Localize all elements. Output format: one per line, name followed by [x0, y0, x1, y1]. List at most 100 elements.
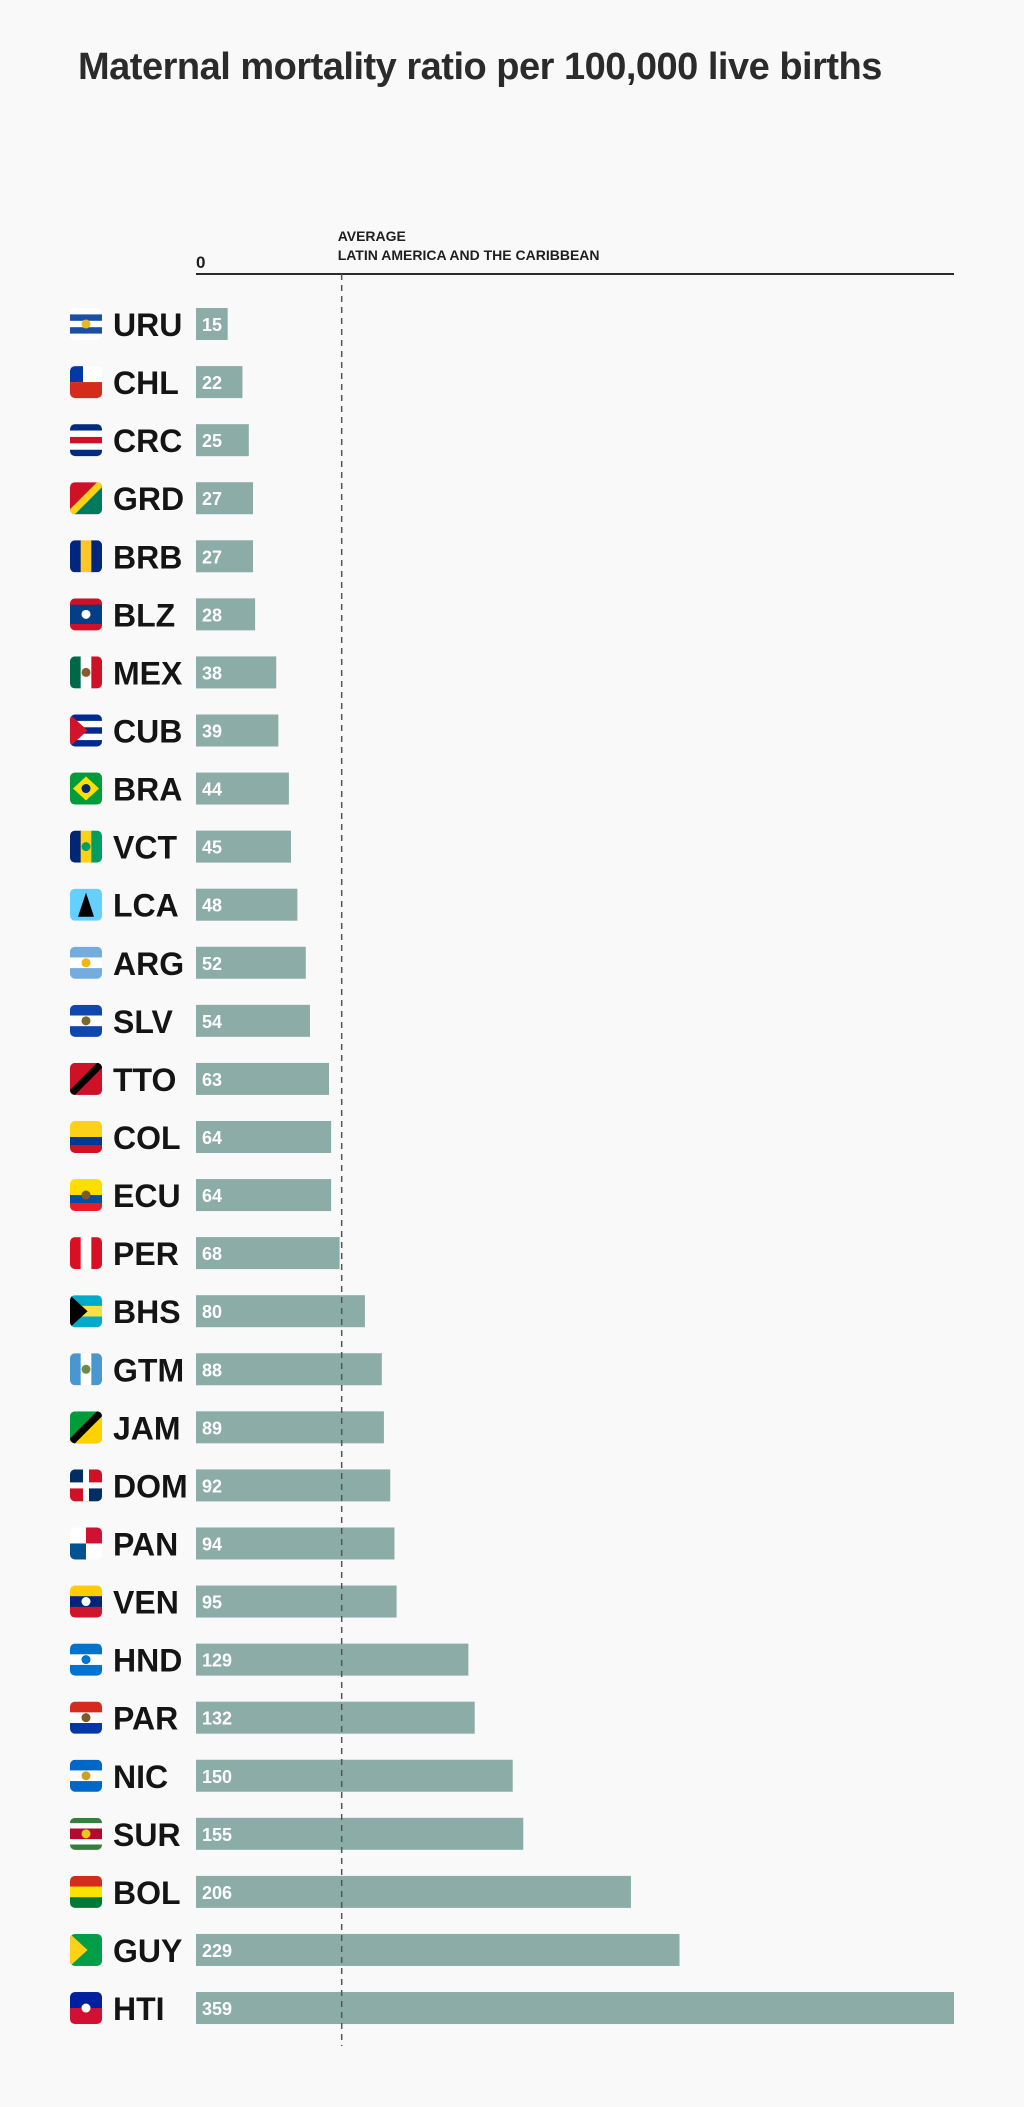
bar-row: BOL 206	[70, 1875, 631, 1911]
value-label: 25	[202, 431, 222, 451]
country-label: BLZ	[113, 597, 175, 633]
flag-icon	[70, 366, 102, 399]
value-label: 48	[202, 896, 222, 916]
bar	[196, 772, 289, 805]
bar-row: TTO 63	[70, 1062, 330, 1098]
value-label: 89	[202, 1418, 222, 1438]
bar	[196, 482, 254, 515]
flag-icon	[70, 424, 102, 457]
value-label: 27	[202, 547, 222, 567]
flag-icon	[70, 1817, 102, 1850]
country-label: GUY	[113, 1933, 182, 1969]
value-label: 64	[202, 1128, 222, 1148]
flag-icon	[70, 888, 102, 921]
country-label: NIC	[113, 1759, 168, 1795]
country-label: MEX	[113, 655, 183, 691]
country-label: ARG	[113, 946, 184, 982]
bar-row: SUR 155	[70, 1817, 524, 1853]
bar	[196, 1411, 384, 1444]
flag-icon	[70, 1933, 102, 1966]
bar-row: URU 15	[70, 307, 228, 343]
flag-icon	[70, 1179, 102, 1212]
bar	[196, 540, 254, 573]
flag-icon	[70, 1585, 102, 1618]
bar	[196, 946, 306, 979]
bar	[196, 366, 243, 399]
country-label: DOM	[113, 1468, 188, 1504]
bar	[196, 830, 292, 863]
bar-row: CHL 22	[70, 365, 243, 401]
country-label: VCT	[113, 830, 177, 866]
country-label: PER	[113, 1236, 179, 1272]
flag-icon	[70, 1004, 102, 1037]
country-label: COL	[113, 1120, 181, 1156]
flag-icon	[70, 714, 102, 747]
flag-icon	[70, 1992, 102, 2025]
bar-row: MEX 38	[70, 655, 277, 691]
bar-row: HTI 359	[70, 1991, 954, 2027]
bar-row: ECU 64	[70, 1178, 332, 1214]
flag-icon	[70, 1295, 102, 1328]
flag-icon	[70, 830, 102, 863]
average-label-line1: AVERAGE	[338, 228, 406, 244]
bar-row: CRC 25	[70, 423, 249, 459]
value-label: 92	[202, 1476, 222, 1496]
value-label: 88	[202, 1360, 222, 1380]
bar-row: PAN 94	[70, 1526, 395, 1562]
bar	[196, 308, 228, 340]
flag-icon	[70, 1120, 102, 1153]
bars-group: URU 15 CHL 22 CRC 25 GRD 27 BRB 27 BLZ 28 MEX 38 CUB 39…	[70, 307, 954, 2027]
country-label: SLV	[113, 1004, 174, 1040]
bar-row: LCA 48	[70, 888, 298, 924]
bar-row: DOM 92	[70, 1468, 391, 1504]
bar-row: VCT 45	[70, 830, 292, 866]
bar	[196, 1817, 524, 1850]
bar	[196, 1469, 391, 1502]
flag-icon	[70, 308, 102, 340]
value-label: 68	[202, 1244, 222, 1264]
flag-icon	[70, 946, 102, 979]
axis-group: 0	[196, 253, 954, 275]
flag-icon	[70, 1527, 102, 1560]
country-label: BRB	[113, 539, 182, 575]
flag-icon	[70, 1469, 102, 1502]
flag-icon	[70, 1411, 102, 1444]
value-label: 129	[202, 1651, 232, 1671]
bar	[196, 1179, 332, 1212]
value-label: 44	[202, 780, 222, 800]
country-label: JAM	[113, 1410, 181, 1446]
value-label: 54	[202, 1012, 222, 1032]
value-label: 95	[202, 1593, 222, 1613]
bar	[196, 1585, 397, 1618]
bar	[196, 598, 256, 631]
value-label: 155	[202, 1825, 232, 1845]
value-label: 52	[202, 954, 222, 974]
flag-icon	[70, 482, 102, 515]
bar-row: GUY 229	[70, 1933, 680, 1969]
bar	[196, 1004, 311, 1037]
bar-row: HND 129	[70, 1643, 469, 1679]
flag-icon	[70, 1759, 102, 1792]
bar	[196, 714, 279, 747]
value-label: 150	[202, 1767, 232, 1787]
flag-icon	[70, 1875, 102, 1908]
average-group: AVERAGE LATIN AMERICA AND THE CARIBBEAN	[338, 228, 600, 2046]
value-label: 206	[202, 1883, 232, 1903]
bar	[196, 1875, 631, 1908]
bar-row: COL 64	[70, 1120, 332, 1156]
flag-icon	[70, 540, 102, 573]
bar-row: NIC 150	[70, 1759, 513, 1795]
bar-row: GRD 27	[70, 481, 254, 517]
value-label: 15	[202, 315, 222, 335]
country-label: BHS	[113, 1294, 181, 1330]
country-label: CRC	[113, 423, 182, 459]
flag-icon	[70, 1701, 102, 1734]
average-label-line2: LATIN AMERICA AND THE CARIBBEAN	[338, 247, 600, 263]
bar	[196, 1527, 395, 1560]
bar-row: VEN 95	[70, 1585, 397, 1621]
bar-row: JAM 89	[70, 1410, 384, 1446]
country-label: URU	[113, 307, 182, 343]
bar-row: GTM 88	[70, 1352, 382, 1388]
bar	[196, 1237, 340, 1270]
value-label: 38	[202, 663, 222, 683]
